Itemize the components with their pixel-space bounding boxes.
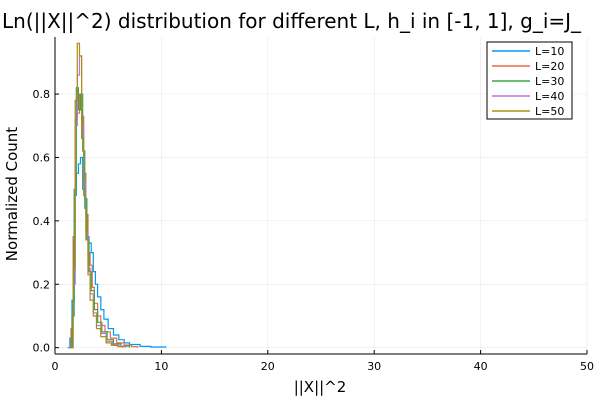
y-tick-label: 0.0 <box>33 342 51 355</box>
y-tick-label: 0.8 <box>33 88 51 101</box>
legend-label: L=50 <box>535 105 564 118</box>
ticks: 0 10 20 30 40 50 0.0 0.2 0.4 0.6 0.8 <box>33 88 595 373</box>
legend-label: L=30 <box>535 75 564 88</box>
y-tick-label: 0.2 <box>33 278 51 291</box>
series-layer <box>67 42 167 349</box>
y-axis-title: Normalized Count <box>3 127 21 261</box>
x-axis-title: ||X||^2 <box>294 378 347 396</box>
legend: L=10 L=20 L=30 L=40 L=50 <box>486 41 573 120</box>
series-line-l-30 <box>69 87 131 349</box>
x-tick-label: 50 <box>580 360 594 373</box>
x-tick-label: 30 <box>367 360 381 373</box>
x-tick-label: 0 <box>52 360 59 373</box>
series-line-l-50 <box>71 42 124 349</box>
legend-label: L=10 <box>535 45 564 58</box>
axes <box>54 37 587 355</box>
y-tick-label: 0.4 <box>33 215 51 228</box>
legend-label: L=40 <box>535 90 564 103</box>
y-tick-label: 0.6 <box>33 151 51 164</box>
x-tick-label: 10 <box>154 360 168 373</box>
chart-title: Ln(||X||^2) distribution for different L… <box>2 9 582 33</box>
x-tick-label: 40 <box>474 360 488 373</box>
x-tick-label: 20 <box>261 360 275 373</box>
legend-label: L=20 <box>535 60 564 73</box>
